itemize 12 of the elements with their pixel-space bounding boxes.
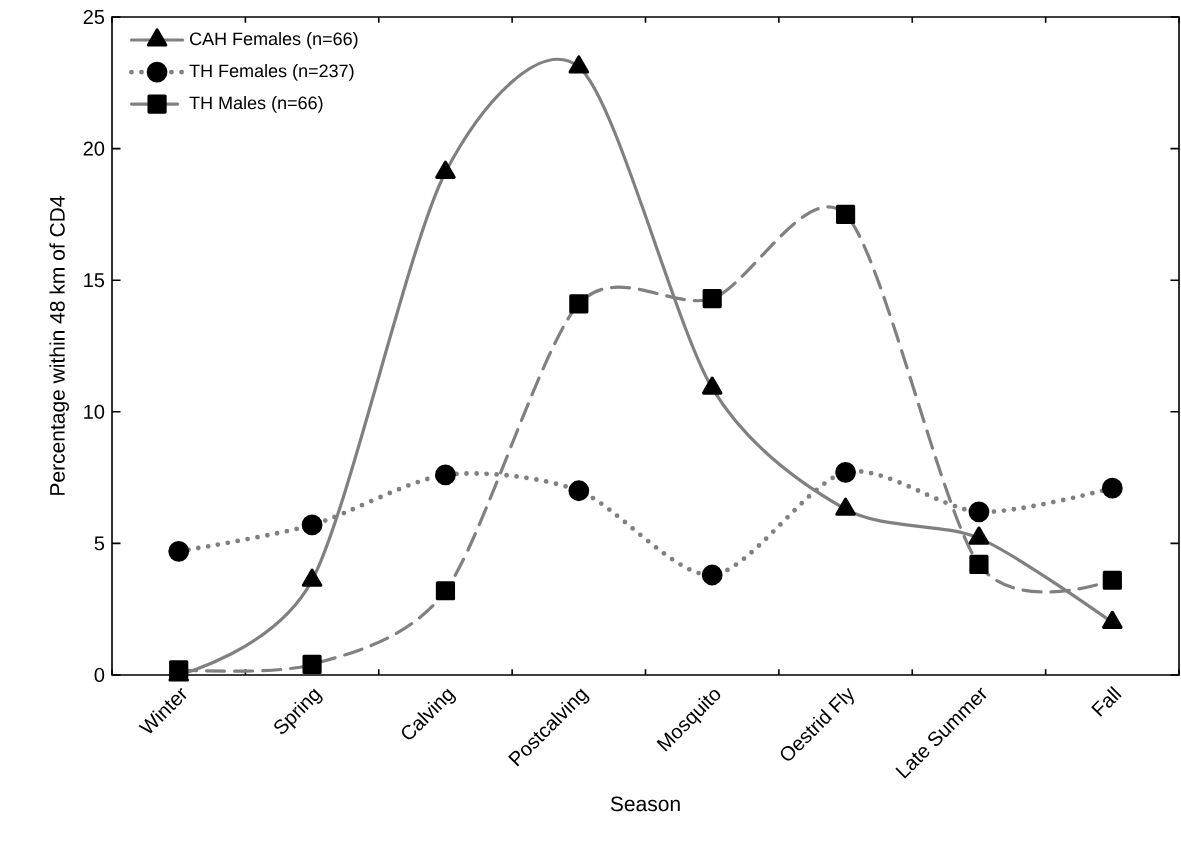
y-axis-title: Percentage within 48 km of CD4 <box>49 196 69 495</box>
y-tick-label: 10 <box>84 404 105 419</box>
legend-label: TH Males (n=66) <box>189 96 323 113</box>
y-tick-label: 20 <box>83 141 105 156</box>
y-tick-label: 25 <box>83 9 105 25</box>
y-tick-label: 5 <box>94 536 105 551</box>
legend-label: CAH Females (n=66) <box>189 31 358 49</box>
x-axis-title: Season <box>610 796 680 812</box>
y-tick-label: 0 <box>94 667 105 683</box>
legend-label: TH Females (n=237) <box>189 64 354 81</box>
x-tick-label: Fall <box>1091 685 1122 717</box>
y-tick-label: 15 <box>84 273 105 288</box>
